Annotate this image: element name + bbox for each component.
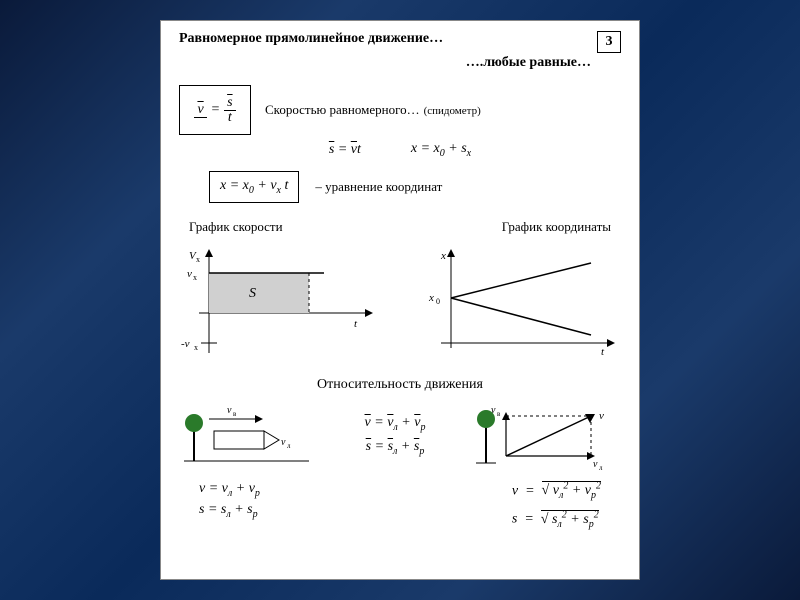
svg-text:v: v [491, 405, 496, 416]
coordinate-graph-title: График координаты [502, 219, 611, 235]
svg-text:0: 0 [436, 297, 440, 306]
velocity-formula-box: v = s t [179, 85, 251, 135]
rel-formula-s: s = sл + sр [365, 439, 426, 457]
graphs: Vx vx -vx t S x x0 t [179, 243, 621, 363]
svg-text:v: v [593, 459, 598, 470]
formulas-row-1: s = vt x = x0 + sx [179, 141, 621, 159]
river-diagram-1d: vв vл [179, 401, 319, 471]
velocity-fraction: s t [224, 96, 235, 125]
svg-text:-v: -v [181, 338, 190, 350]
coordinate-graph: x x0 t [421, 243, 621, 363]
velocity-text-group: Скоростью равномерного… (спидометр) [265, 101, 481, 119]
bottom-formulas: v = vл + vр s = sл + sр v = √ vл2 + vр2 … [179, 481, 621, 530]
svg-text:t: t [354, 318, 358, 330]
rel-formula-v: v = vл + vр [365, 415, 426, 433]
coord-eq-label: – уравнение координат [315, 179, 442, 195]
svg-text:л: л [599, 464, 603, 471]
svg-text:v: v [599, 410, 604, 422]
svg-text:v: v [187, 268, 192, 280]
relativity-heading: Относительность движения [179, 377, 621, 393]
svg-text:в: в [497, 410, 501, 418]
page-number-box: 3 [597, 31, 621, 53]
formula-x: x = x0 + sx [411, 141, 471, 159]
relativity-row: vв vл v = vл + vр s = sл + sр vв [179, 401, 621, 471]
scalar-sum-formulas: v = vл + vр s = sл + sр [199, 481, 260, 530]
river-diagram-2d: vв vл v [471, 401, 621, 471]
svg-text:л: л [287, 442, 291, 450]
coord-eq-row: x = x0 + vx t – уравнение координат [209, 171, 621, 203]
pythagorean-formulas: v = √ vл2 + vр2 s = √ sл2 + sр2 [512, 481, 601, 530]
scalar-v: v = vл + vр [199, 481, 260, 499]
velocity-graph: Vx vx -vx t S [179, 243, 379, 363]
page-number: 3 [606, 34, 613, 50]
velocity-text: Скоростью равномерного… [265, 102, 420, 117]
svg-text:S: S [249, 286, 256, 301]
coord-eq-box: x = x0 + vx t [209, 171, 299, 203]
svg-text:x: x [193, 273, 197, 282]
graph-titles: График скорости График координаты [179, 219, 621, 235]
velocity-graph-title: График скорости [189, 219, 283, 235]
svg-text:v: v [227, 405, 232, 416]
page-title: Равномерное прямолинейное движение… [179, 31, 443, 47]
svg-text:v: v [281, 437, 286, 448]
svg-text:x: x [194, 343, 198, 352]
svg-text:x: x [428, 292, 434, 304]
coord-eq-formula: x = x0 + vx t [220, 178, 288, 196]
svg-text:x: x [196, 255, 200, 264]
formula-s: s = vt [329, 142, 361, 158]
pyth-s: s = √ sл2 + sр2 [512, 509, 601, 529]
svg-text:t: t [601, 346, 605, 358]
pyth-v: v = √ vл2 + vр2 [512, 481, 601, 501]
physics-slide: Равномерное прямолинейное движение… 3 ….… [160, 20, 640, 580]
relativity-formulas: v = vл + vр s = sл + sр [365, 415, 426, 457]
svg-text:x: x [440, 250, 446, 262]
speedometer-note: (спидометр) [424, 105, 481, 117]
velocity-formula: v [194, 103, 206, 118]
scalar-s: s = sл + sр [199, 502, 260, 520]
svg-text:в: в [233, 410, 237, 418]
velocity-row: v = s t Скоростью равномерного… (спидоме… [179, 85, 621, 135]
title-row: Равномерное прямолинейное движение… 3 [179, 31, 621, 53]
subtitle: ….любые равные… [179, 55, 591, 71]
